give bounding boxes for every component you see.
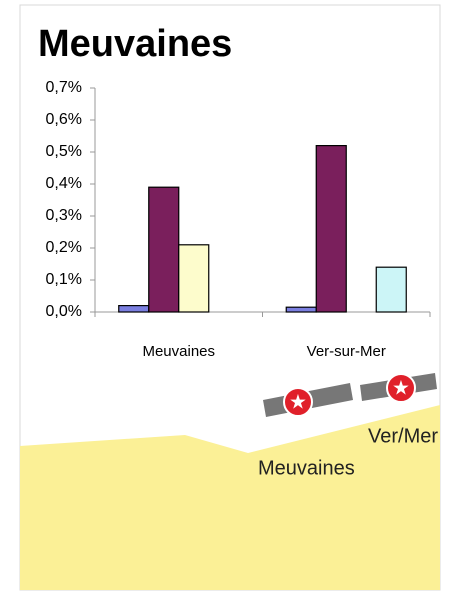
x-tick-label: Ver-sur-Mer xyxy=(307,343,386,360)
map-label: Ver/Mer xyxy=(368,425,438,447)
x-tick-label: Meuvaines xyxy=(142,343,215,360)
bar xyxy=(376,267,406,312)
y-tick-label: 0,5% xyxy=(46,143,82,160)
y-tick-label: 0,2% xyxy=(46,239,82,256)
page: ★ ★ Meuvaines Ver/Mer Meuvaines 0,0% 0,1%… xyxy=(0,0,450,595)
y-tick-label: 0,6% xyxy=(46,111,82,128)
map-marker-star: ★ xyxy=(392,377,410,399)
bar xyxy=(119,306,149,312)
chart-title: Meuvaines xyxy=(38,23,232,65)
y-tick-label: 0,4% xyxy=(46,175,82,192)
bar xyxy=(179,245,209,312)
bar xyxy=(286,307,316,312)
chart: ★ ★ Meuvaines Ver/Mer Meuvaines 0,0% 0,1%… xyxy=(0,0,450,595)
map-marker-star: ★ xyxy=(289,391,307,413)
y-tick-label: 0,1% xyxy=(46,271,82,288)
y-tick-label: 0,0% xyxy=(46,303,82,320)
map-label: Meuvaines xyxy=(258,457,355,479)
y-tick-label: 0,7% xyxy=(46,79,82,96)
y-tick-label: 0,3% xyxy=(46,207,82,224)
bar xyxy=(316,146,346,312)
bar xyxy=(149,187,179,312)
